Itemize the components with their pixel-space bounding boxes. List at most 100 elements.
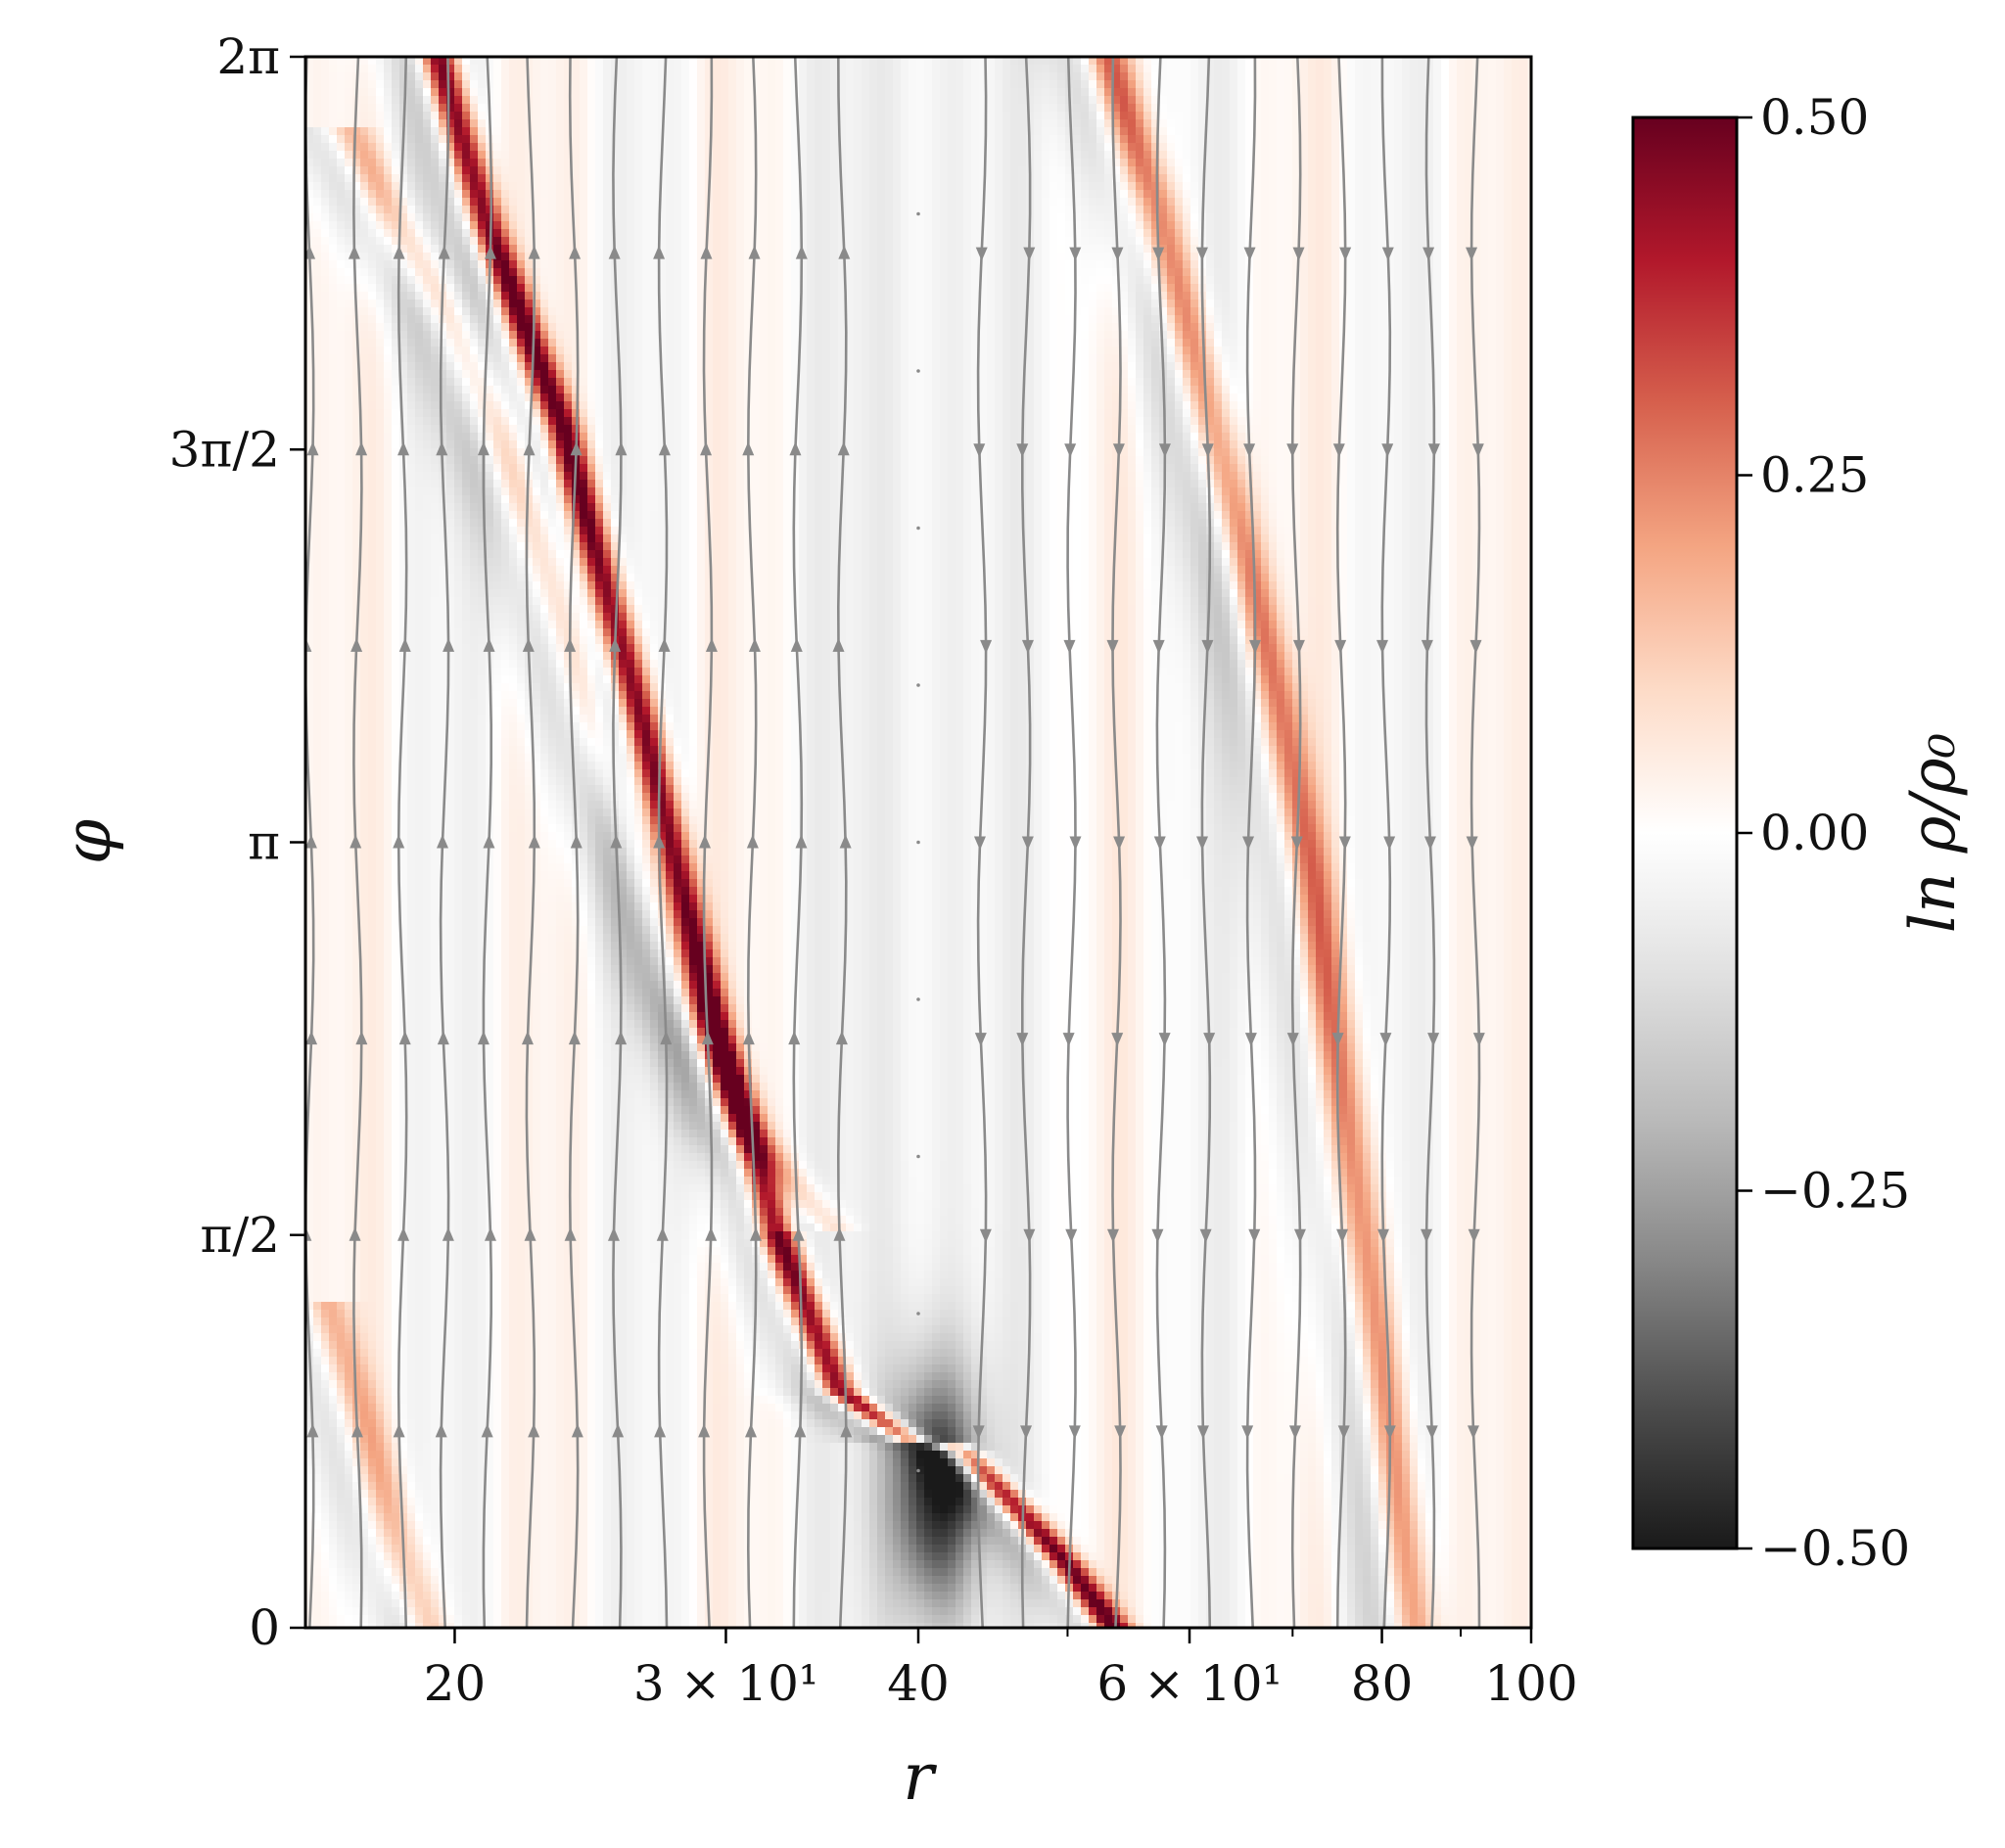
heatmap-cell xyxy=(548,96,557,105)
heatmap-cell xyxy=(783,159,792,167)
heatmap-cell xyxy=(1363,159,1372,167)
heatmap-cell xyxy=(736,65,745,73)
heatmap-cell xyxy=(572,206,581,214)
heatmap-cell xyxy=(1261,174,1270,183)
heatmap-cell xyxy=(345,260,353,269)
heatmap-cell xyxy=(580,190,588,199)
heatmap-cell xyxy=(744,221,753,230)
heatmap-cell xyxy=(533,174,541,183)
heatmap-cell xyxy=(1465,72,1473,81)
heatmap-cell xyxy=(713,119,722,128)
heatmap-cell xyxy=(1190,198,1199,207)
heatmap-cell xyxy=(1488,182,1497,191)
heatmap-cell xyxy=(1457,174,1466,183)
heatmap-cell xyxy=(509,166,518,175)
heatmap-cell xyxy=(885,65,894,73)
heatmap-cell xyxy=(540,166,549,175)
heatmap-cell xyxy=(830,135,839,144)
heatmap-cell xyxy=(932,268,941,277)
heatmap-cell xyxy=(1253,57,1262,66)
heatmap-cell xyxy=(736,182,745,191)
heatmap-cell xyxy=(634,253,643,261)
heatmap-cell xyxy=(830,198,839,207)
heatmap-cell xyxy=(1206,284,1215,293)
heatmap-cell xyxy=(399,159,408,167)
heatmap-cell xyxy=(830,182,839,191)
heatmap-cell xyxy=(305,292,314,300)
heatmap-cell xyxy=(1269,135,1278,144)
heatmap-cell xyxy=(1449,65,1458,73)
heatmap-cell xyxy=(1018,268,1027,277)
heatmap-cell xyxy=(1277,104,1285,113)
heatmap-cell xyxy=(1065,151,1074,160)
heatmap-cell xyxy=(901,206,909,214)
heatmap-cell xyxy=(454,159,463,167)
heatmap-cell xyxy=(987,253,996,261)
heatmap-cell xyxy=(1465,119,1473,128)
heatmap-cell xyxy=(1292,213,1301,222)
heatmap-cell xyxy=(1151,253,1160,261)
heatmap-cell xyxy=(423,182,432,191)
heatmap-cell xyxy=(1441,127,1450,136)
heatmap-cell xyxy=(337,190,346,199)
heatmap-cell xyxy=(431,151,440,160)
heatmap-cell xyxy=(940,182,949,191)
heatmap-cell xyxy=(1222,127,1231,136)
heatmap-cell xyxy=(1433,292,1442,300)
heatmap-cell xyxy=(877,284,886,293)
heatmap-cell xyxy=(368,237,377,246)
heatmap-cell xyxy=(681,221,690,230)
heatmap-cell xyxy=(509,213,518,222)
heatmap-cell xyxy=(916,213,925,222)
heatmap-cell xyxy=(1331,268,1340,277)
heatmap-cell xyxy=(1167,57,1176,66)
heatmap-cell xyxy=(744,253,753,261)
heatmap-cell xyxy=(830,96,839,105)
heatmap-cell xyxy=(775,260,784,269)
heatmap-cell xyxy=(1010,135,1019,144)
heatmap-cell xyxy=(705,268,714,277)
heatmap-cell xyxy=(650,57,659,66)
heatmap-cell xyxy=(1018,221,1027,230)
heatmap-cell xyxy=(1512,284,1520,293)
heatmap-cell xyxy=(1457,284,1466,293)
heatmap-cell xyxy=(525,65,534,73)
heatmap-cell xyxy=(1128,104,1137,113)
heatmap-cell xyxy=(321,284,330,293)
heatmap-cell xyxy=(1049,292,1058,300)
heatmap-cell xyxy=(1073,229,1082,238)
heatmap-cell xyxy=(627,80,635,89)
heatmap-cell xyxy=(470,159,479,167)
heatmap-cell xyxy=(1245,112,1254,120)
heatmap-cell xyxy=(321,135,330,144)
heatmap-cell xyxy=(1026,72,1035,81)
heatmap-cell xyxy=(775,57,784,66)
heatmap-cell xyxy=(1347,72,1356,81)
heatmap-cell xyxy=(869,88,878,97)
heatmap-cell xyxy=(721,284,729,293)
heatmap-cell xyxy=(1465,57,1473,66)
heatmap-cell xyxy=(392,96,400,105)
heatmap-cell xyxy=(392,72,400,81)
heatmap-cell xyxy=(525,174,534,183)
heatmap-cell xyxy=(791,213,800,222)
heatmap-cell xyxy=(329,245,338,254)
heatmap-cell xyxy=(1347,237,1356,246)
heatmap-cell xyxy=(509,151,518,160)
heatmap-cell xyxy=(1112,166,1121,175)
heatmap-cell xyxy=(1386,127,1395,136)
heatmap-cell xyxy=(1089,245,1097,254)
heatmap-cell xyxy=(775,190,784,199)
heatmap-cell xyxy=(956,182,964,191)
heatmap-cell xyxy=(548,253,557,261)
heatmap-cell xyxy=(1237,119,1246,128)
heatmap-cell xyxy=(368,80,377,89)
heatmap-cell xyxy=(775,253,784,261)
heatmap-cell xyxy=(846,253,855,261)
heatmap-cell xyxy=(1402,182,1411,191)
heatmap-cell xyxy=(1465,135,1473,144)
heatmap-cell xyxy=(548,190,557,199)
heatmap-cell xyxy=(1245,135,1254,144)
heatmap-cell xyxy=(1151,88,1160,97)
heatmap-cell xyxy=(454,96,463,105)
